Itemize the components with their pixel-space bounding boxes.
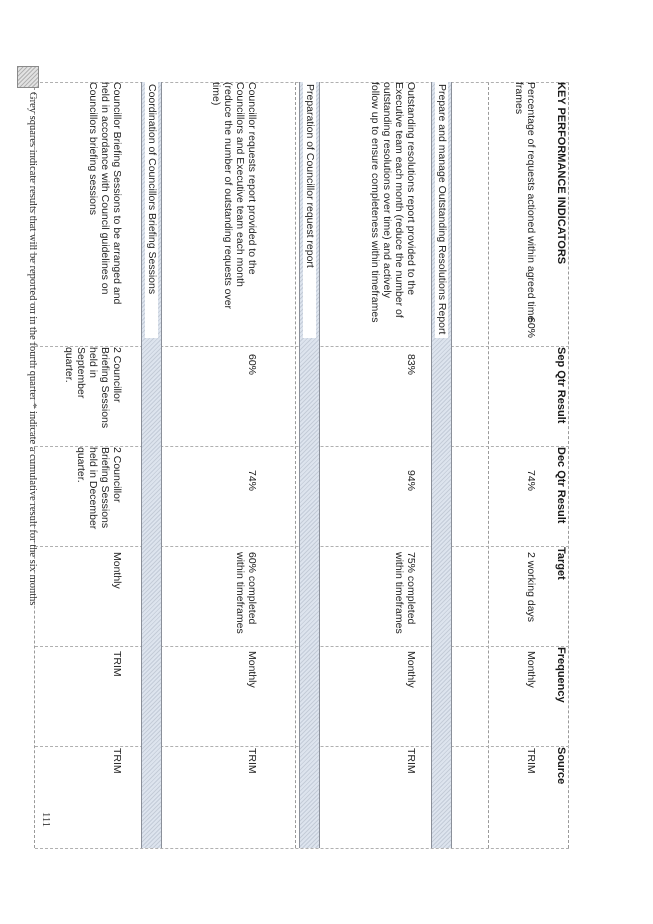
section-title: Prepare and manage Outstanding Resolutio…: [435, 82, 448, 338]
row2-frequency: Monthly: [405, 651, 417, 688]
row2-dec-result: 94%: [405, 470, 417, 492]
row3-source: TRIM: [246, 748, 258, 774]
table-rule: [295, 82, 296, 848]
table-rule: [568, 82, 569, 848]
footer-note: Grey squares indicate results that will …: [27, 92, 38, 606]
row4-dec-result: 2 Councillor Briefing Sessions held in D…: [75, 447, 123, 530]
row3-target: 60% completed within timeframes: [234, 552, 258, 634]
row4-kpi: Councillor Briefing Sessions to be arran…: [87, 82, 123, 305]
page-number: 111: [40, 812, 51, 827]
header-kpi: KEY PERFORMANCE INDICATORS: [555, 82, 567, 265]
section-title: Preparation of Councillor request report: [303, 82, 316, 338]
row4-source: TRIM: [111, 748, 123, 774]
row4-frequency: TRIM: [111, 651, 123, 677]
header-source: Source: [555, 747, 567, 785]
table-rule: [488, 82, 489, 848]
row1-frequency: Monthly: [525, 651, 537, 688]
column-rule: [35, 848, 569, 849]
row1-target: 2 working days: [525, 552, 537, 623]
section-band: Coordination of Councillors Briefing Ses…: [141, 82, 162, 848]
row1-dec-result: 74%: [525, 470, 537, 492]
row3-dec-result: 74%: [246, 470, 258, 492]
row1-sep-result: 60%: [525, 317, 537, 339]
kpi-table: KEY PERFORMANCE INDICATORS Sep Qtr Resul…: [34, 82, 569, 849]
row1-kpi: Percentage of requests actioned within a…: [513, 82, 537, 322]
row3-sep-result: 60%: [246, 354, 258, 376]
section-title: Coordination of Councillors Briefing Ses…: [145, 82, 158, 338]
row2-sep-result: 83%: [405, 354, 417, 376]
section-band: Preparation of Councillor request report: [299, 82, 320, 848]
row4-sep-result: 2 Councillor Briefing Sessions held in S…: [63, 347, 123, 429]
section-band: Prepare and manage Outstanding Resolutio…: [431, 82, 452, 848]
row2-source: TRIM: [405, 748, 417, 774]
row4-target: Monthly: [111, 552, 123, 589]
header-frequency: Frequency: [555, 647, 567, 703]
header-target: Target: [555, 547, 567, 580]
header-dec-qtr-result: Dec Qtr Result: [555, 447, 567, 524]
row3-kpi: Councillor requests report provided to t…: [210, 82, 258, 310]
row2-kpi: Outstanding resolutions report provided …: [369, 82, 417, 323]
row2-target: 75% completed within timeframes: [393, 552, 417, 634]
row3-frequency: Monthly: [246, 651, 258, 688]
row1-source: TRIM: [525, 748, 537, 774]
grey-square-legend-icon: [17, 66, 39, 88]
header-sep-qtr-result: Sep Qtr Result: [555, 347, 567, 424]
